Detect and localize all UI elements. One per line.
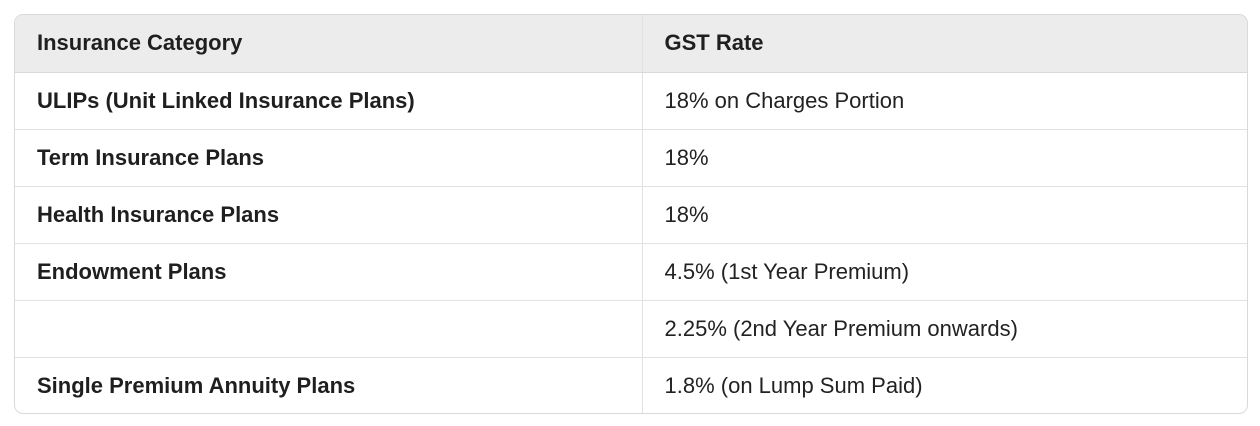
category-cell: Single Premium Annuity Plans bbox=[15, 356, 642, 413]
rate-cell: 18% on Charges Portion bbox=[641, 72, 1247, 129]
table-row: Health Insurance Plans 18% bbox=[15, 185, 1247, 243]
table-row: Single Premium Annuity Plans 1.8% (on Lu… bbox=[15, 356, 1247, 413]
header-insurance-category: Insurance Category bbox=[15, 15, 642, 73]
rate-cell: 18% bbox=[641, 128, 1247, 186]
table-row: 2.25% (2nd Year Premium onwards) bbox=[15, 299, 1247, 357]
gst-rate-table: Insurance Category GST Rate ULIPs (Unit … bbox=[15, 15, 1247, 413]
table-row: ULIPs (Unit Linked Insurance Plans) 18% … bbox=[15, 72, 1247, 129]
gst-rate-table-container: Insurance Category GST Rate ULIPs (Unit … bbox=[14, 14, 1248, 414]
category-cell: Endowment Plans bbox=[15, 242, 642, 300]
header-gst-rate: GST Rate bbox=[641, 15, 1247, 73]
rate-cell: 2.25% (2nd Year Premium onwards) bbox=[641, 299, 1247, 357]
category-cell bbox=[15, 299, 642, 357]
table-row: Endowment Plans 4.5% (1st Year Premium) bbox=[15, 242, 1247, 300]
rate-cell: 18% bbox=[641, 185, 1247, 243]
category-cell: ULIPs (Unit Linked Insurance Plans) bbox=[37, 87, 415, 113]
table-header-row: Insurance Category GST Rate bbox=[15, 15, 1247, 73]
category-cell: Health Insurance Plans bbox=[15, 185, 642, 243]
category-cell: Term Insurance Plans bbox=[15, 128, 642, 186]
rate-cell: 4.5% (1st Year Premium) bbox=[641, 242, 1247, 300]
table-row: Term Insurance Plans 18% bbox=[15, 128, 1247, 186]
rate-cell: 1.8% (on Lump Sum Paid) bbox=[641, 356, 1247, 413]
